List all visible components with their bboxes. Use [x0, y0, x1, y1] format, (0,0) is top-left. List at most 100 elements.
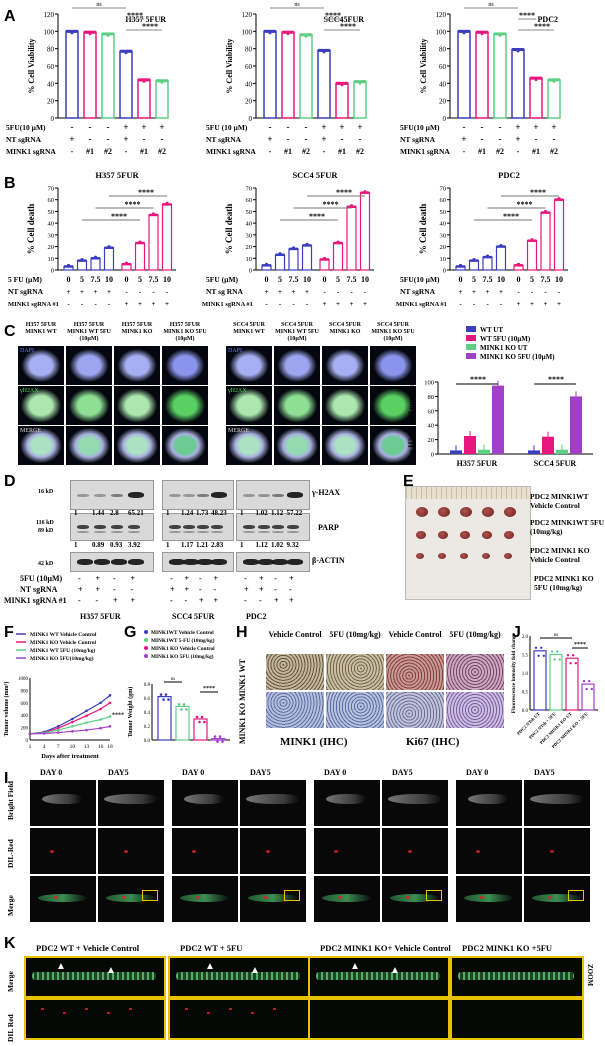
sign: + — [170, 585, 175, 594]
y-tick-label: 70 — [246, 186, 253, 193]
legend-label: MINK1WT Vehicle Control — [151, 630, 214, 636]
sign: + — [213, 596, 219, 605]
blot-band — [94, 559, 110, 565]
red-spot — [229, 1008, 232, 1010]
fish-image — [456, 780, 522, 826]
chart-title: PDC2 — [498, 170, 520, 180]
sign-nt: - — [143, 134, 146, 144]
data-point — [278, 252, 282, 256]
micro-image — [322, 386, 368, 425]
bar — [533, 650, 547, 711]
y-tick-label: 10 — [48, 256, 55, 263]
parp-quant: 1 — [240, 541, 244, 549]
sign-mink1: - — [279, 300, 282, 308]
data-point — [271, 29, 275, 33]
tumor — [504, 553, 512, 559]
protein-label: PARP — [318, 523, 339, 532]
red-spot — [85, 1008, 88, 1010]
sign-mink1: #1 — [532, 147, 540, 156]
micro-image — [114, 426, 160, 465]
red-spot — [338, 896, 342, 899]
vessel-pattern — [32, 972, 156, 980]
blot-band — [257, 531, 270, 533]
micro-image — [322, 426, 368, 465]
y-tick-label: 60 — [439, 63, 447, 71]
panel-label-e: E — [403, 473, 414, 490]
panel-k-zoom: PDC2 WT + Vehicle Control PDC2 WT + 5FU PD… — [0, 934, 605, 1046]
zoom-dilred-image — [168, 998, 310, 1040]
ihc-image — [326, 692, 384, 728]
dose-label: 10 — [497, 275, 505, 284]
y-tick-label: 100 — [44, 28, 55, 36]
tumor — [482, 507, 494, 517]
chart-title: H357 5FUR — [125, 15, 166, 24]
mw-label: 116 kD — [36, 520, 54, 526]
blot-band — [211, 525, 223, 529]
blot-band — [197, 559, 213, 565]
blot-band — [128, 525, 140, 529]
y-axis-label: % Cell Viability — [27, 38, 36, 93]
bar — [457, 30, 471, 119]
row-label-5fu: 5FU (µM) — [206, 275, 239, 284]
bar — [581, 683, 595, 711]
sign-mink1: - — [292, 300, 295, 308]
sign-5fu: + — [123, 122, 128, 132]
h2ax-quant: 1.12 — [271, 509, 284, 517]
fish-merge — [532, 894, 582, 902]
tumor-photo — [405, 486, 531, 600]
blot-strip — [162, 480, 234, 510]
y-tick-label: 400 — [21, 714, 29, 719]
panel-d-western-blot: 16 kD 116 kD 89 kD 42 kD 1 1.44 2.8 65.21 1 0.89 0… — [0, 472, 400, 624]
data-point — [307, 33, 311, 37]
bar — [475, 31, 489, 119]
y-tick-label: 120 — [44, 11, 55, 19]
fish-image — [524, 876, 590, 922]
blot-band — [257, 559, 274, 565]
legend-label: WT 5FU (10µM) — [480, 335, 531, 343]
sign-5fu: - — [499, 122, 502, 132]
data-point — [355, 80, 359, 84]
data-point — [162, 698, 165, 701]
blot-band — [169, 531, 181, 533]
data-point — [56, 731, 60, 734]
data-point — [458, 263, 463, 268]
tumor — [460, 531, 470, 539]
data-point — [28, 732, 32, 736]
bar — [511, 48, 525, 119]
red-spot — [54, 896, 58, 899]
panel-label-j: J — [512, 624, 521, 641]
red-spot — [334, 850, 338, 853]
data-point — [108, 725, 112, 728]
dose-label: 5 — [472, 275, 476, 284]
sign-mink1: - — [463, 147, 466, 156]
micro-header: SCC4 5FUR MINK1 WT — [233, 322, 265, 335]
data-point — [167, 698, 170, 701]
bar — [570, 396, 582, 454]
y-axis-label: % Cell death — [418, 204, 428, 255]
bar — [540, 211, 551, 271]
sign: - — [274, 585, 277, 594]
bar — [353, 80, 367, 119]
dose-label: 0 — [125, 275, 129, 284]
sign-mink1: + — [165, 300, 169, 308]
bar — [103, 247, 115, 271]
x-tick-label: 7 — [57, 744, 60, 750]
sign-nt: - — [544, 288, 547, 296]
tumor-group-label: PDC2 MINK1 KO 5FU (10mg/kg) — [534, 574, 594, 592]
sign-nt: + — [67, 288, 71, 296]
ihc-image — [446, 692, 504, 728]
data-point — [465, 29, 469, 33]
blot-band — [183, 559, 199, 565]
row-label-mink1: MINK1 sgRNA #1 — [396, 301, 447, 308]
fish-image — [314, 876, 380, 922]
tumor — [504, 531, 514, 539]
data-point — [85, 30, 89, 34]
ihc-column-header: Vehicle Control — [388, 630, 442, 639]
red-spot — [548, 896, 552, 899]
blot-band — [128, 531, 140, 533]
panel-j-chart: 0.0 0.5 1.0 1.5 2.0 Fluorescence intensity fo… — [511, 632, 598, 749]
blot-band — [111, 493, 123, 497]
fish-body — [468, 794, 508, 804]
y-axis-label: % Cell Viability — [225, 38, 234, 93]
micro-header: H357 5FUR MINK1 KO 5FU (10µM) — [163, 322, 207, 342]
